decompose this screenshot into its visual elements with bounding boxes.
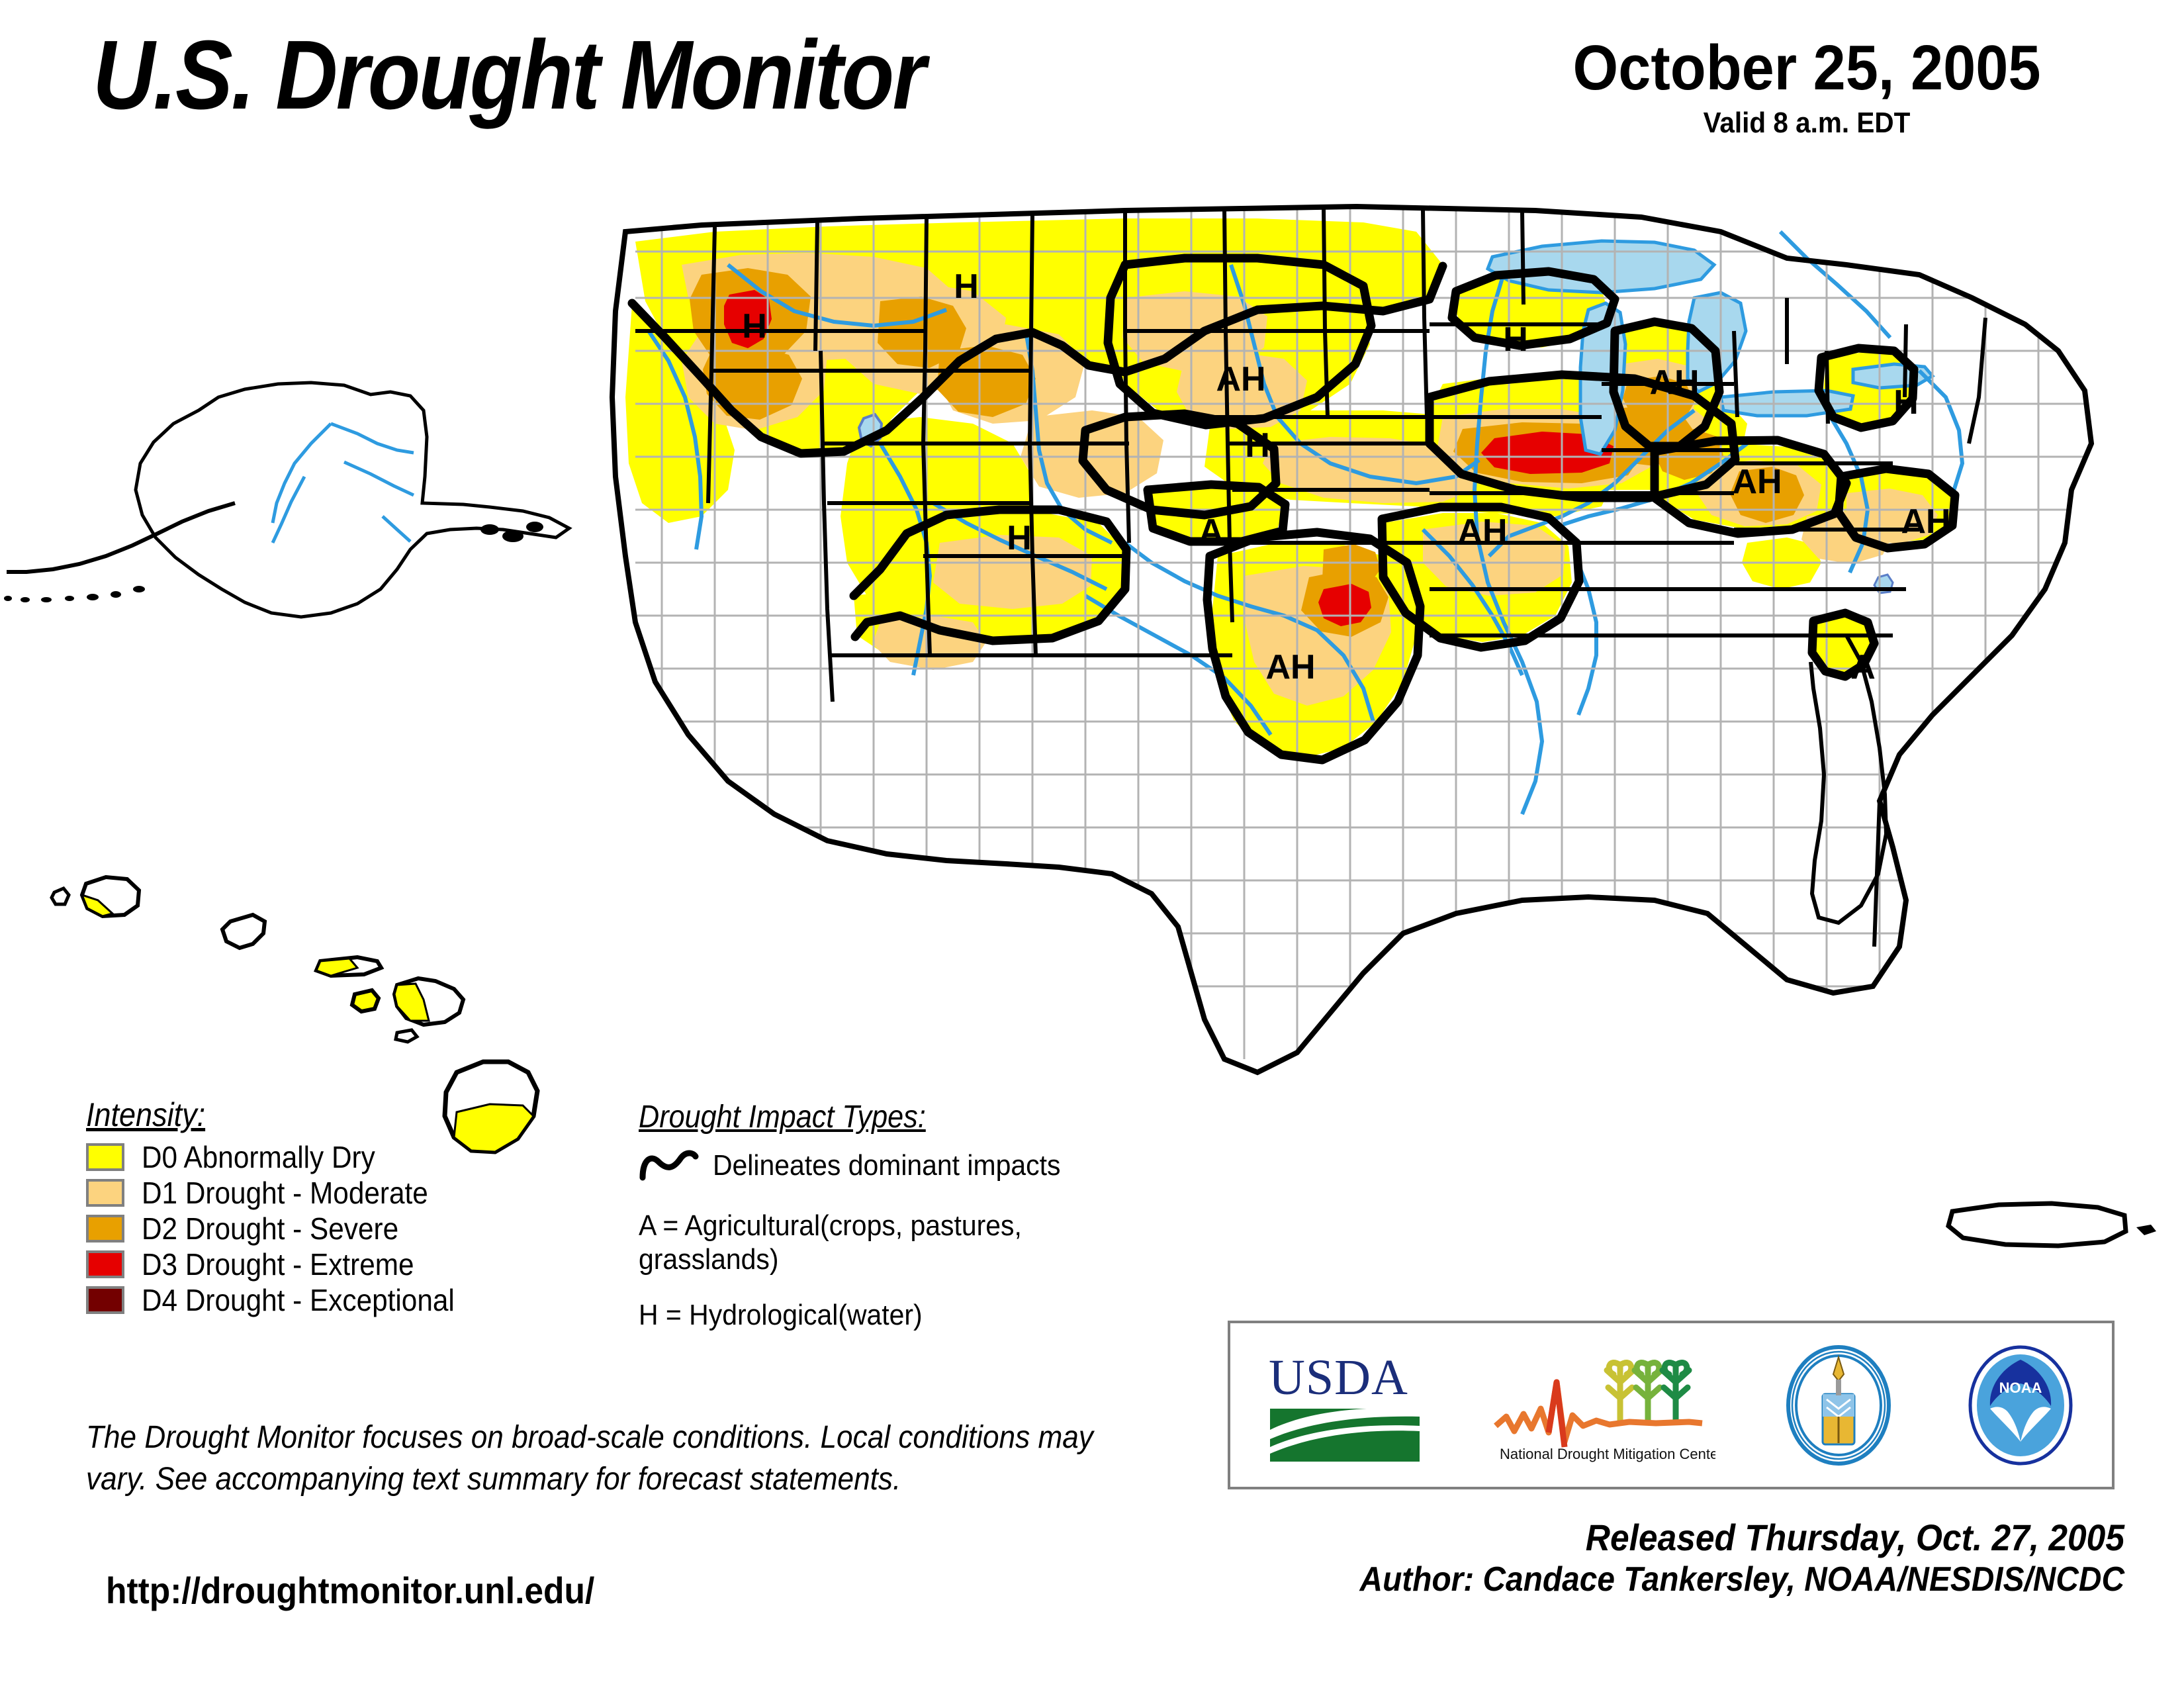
legend-label-d4: D4 Drought - Exceptional	[142, 1283, 455, 1317]
usda-logo-svg: USDA	[1269, 1350, 1420, 1462]
legend-item-d4: D4 Drought - Exceptional	[86, 1283, 589, 1317]
release-block: Released Thursday, Oct. 27, 2005 Author:…	[1066, 1516, 2124, 1600]
intensity-legend: Intensity: D0 Abnormally Dry D1 Drought …	[86, 1096, 589, 1319]
page-title: U.S. Drought Monitor	[93, 21, 926, 130]
alaska-inset	[4, 381, 572, 619]
legend-label-d2: D2 Drought - Severe	[142, 1211, 399, 1246]
swatch-d1	[86, 1179, 124, 1207]
swatch-d0	[86, 1143, 124, 1171]
noaa-logo-svg: NOAA	[1968, 1345, 2073, 1465]
impact-label-arizona-new-mexico: H	[1007, 519, 1032, 557]
impact-types-title: Drought Impact Types:	[639, 1100, 926, 1135]
impact-label-virginia-carolina: AH	[1901, 502, 1950, 541]
release-date: Released Thursday, Oct. 27, 2005	[1585, 1517, 2124, 1558]
valid-date-block: October 25, 2005 Valid 8 a.m. EDT	[1502, 36, 2111, 140]
ndmc-logo: National Drought Mitigation Center	[1490, 1339, 1715, 1472]
drought-map[interactable]: H H H AH AH H H AH AH AH H A AH A	[0, 132, 2184, 1258]
svg-text:National Drought Mitigation Ce: National Drought Mitigation Center	[1500, 1446, 1715, 1462]
valid-time: Valid 8 a.m. EDT	[1703, 107, 1911, 139]
swatch-d4	[86, 1286, 124, 1314]
impact-label-group: H H H AH AH H H AH AH AH H A AH A	[742, 267, 1950, 686]
page-header: U.S. Drought Monitor October 25, 2005 Va…	[0, 0, 2184, 165]
swatch-d3	[86, 1250, 124, 1278]
legend-label-d3: D3 Drought - Extreme	[142, 1247, 414, 1282]
impact-label-northern-nebraska: H	[1245, 426, 1270, 465]
impact-label-dakotas: AH	[1216, 360, 1265, 399]
puerto-rico-inset	[1946, 1201, 2156, 1248]
impact-label-kentucky-ohio: AH	[1732, 463, 1782, 501]
impact-label-oregon-washington: H	[742, 307, 767, 346]
ndmc-logo-svg: National Drought Mitigation Center	[1494, 1359, 1715, 1462]
doc-seal	[1779, 1339, 1898, 1472]
logo-panel: USDA National Drought Mitigation Center	[1228, 1321, 2115, 1489]
agricultural-text: A = Agricultural(crops, pastures, grassl…	[639, 1209, 1022, 1276]
map-svg: H H H AH AH H H AH AH AH H A AH A	[4, 203, 2156, 1248]
impact-label-northern-montana: H	[954, 267, 979, 306]
doc-seal-svg	[1786, 1344, 1891, 1466]
delineation-text: Delineates dominant impacts	[713, 1149, 1061, 1182]
impact-label-arkansas-louisiana: AH	[1457, 512, 1507, 551]
legend-item-d0: D0 Abnormally Dry	[86, 1140, 589, 1174]
legend-label-d1: D1 Drought - Moderate	[142, 1176, 428, 1210]
legend-label-d0: D0 Abnormally Dry	[142, 1140, 375, 1174]
impact-types-legend: Drought Impact Types: Delineates dominan…	[639, 1099, 1195, 1355]
county-borders	[635, 207, 2085, 1059]
hydrological-text: H = Hydrological(water)	[639, 1299, 923, 1332]
impact-outlines	[627, 254, 1960, 765]
author-credit: Author: Candace Tankersley, NOAA/NESDIS/…	[1359, 1560, 2124, 1599]
impact-label-michigan: AH	[1649, 363, 1699, 402]
legend-item-d1: D1 Drought - Moderate	[86, 1176, 589, 1210]
noaa-logo: NOAA	[1961, 1339, 2080, 1472]
impact-label-south-texas: AH	[1265, 648, 1315, 686]
hawaii-inset	[50, 874, 540, 1154]
svg-text:NOAA: NOAA	[1999, 1380, 2042, 1396]
svg-text:USDA: USDA	[1269, 1350, 1408, 1405]
impact-label-pennsylvania: H	[1893, 383, 1919, 422]
delineation-row: Delineates dominant impacts	[639, 1147, 1195, 1184]
squiggle-icon	[639, 1150, 699, 1181]
valid-date: October 25, 2005	[1572, 32, 2041, 103]
swatch-d2	[86, 1215, 124, 1243]
usda-logo: USDA	[1262, 1339, 1428, 1472]
impact-label-oklahoma-panhandle: A	[1199, 512, 1224, 551]
impact-label-northern-wisconsin: H	[1503, 320, 1528, 359]
intensity-legend-title: Intensity:	[86, 1096, 206, 1133]
website-url[interactable]: http://droughtmonitor.unl.edu/	[106, 1570, 595, 1611]
legend-item-d2: D2 Drought - Severe	[86, 1211, 589, 1246]
legend-item-d3: D3 Drought - Extreme	[86, 1247, 589, 1282]
disclaimer-text: The Drought Monitor focuses on broad-sca…	[86, 1420, 1093, 1497]
impact-label-florida: A	[1850, 648, 1876, 686]
